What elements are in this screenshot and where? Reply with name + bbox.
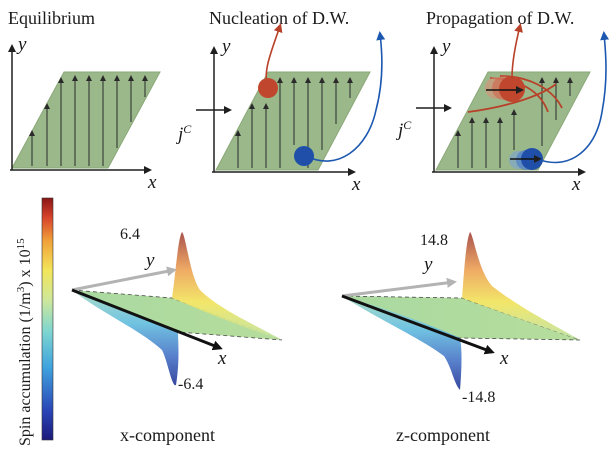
x-axis-label: x — [351, 174, 361, 195]
surface-peak-positive — [172, 232, 282, 340]
plot-x-component: y x 6.4 -6.4 x-component — [71, 226, 283, 445]
spin-arrows-up — [455, 77, 573, 168]
x-axis-label: x — [499, 348, 509, 369]
surface-plane — [341, 295, 581, 341]
panel-title: Propagation of D.W. — [426, 8, 574, 28]
x-axis-arrow — [71, 288, 223, 351]
panel-nucleation: Nucleation of D.W. jC y x — [175, 8, 386, 195]
sample-plane — [11, 71, 161, 169]
panel-title: Equilibrium — [8, 8, 95, 28]
colorbar: Spin accumulation (1/m3) x 1015 — [15, 197, 54, 446]
x-axis-label: x — [571, 174, 581, 195]
nucleus-blue — [294, 146, 314, 166]
component-label: x-component — [120, 425, 215, 445]
panel-propagation: Propagation of D.W. jC y — [395, 8, 610, 195]
surface-peak-negative — [72, 290, 179, 386]
max-value: 6.4 — [120, 226, 140, 243]
component-label: z-component — [396, 425, 490, 445]
sample-plane — [435, 71, 591, 171]
y-axis-label: y — [16, 34, 27, 55]
x-axis-label: x — [217, 348, 227, 369]
colorbar-gradient — [41, 197, 54, 441]
min-value: -14.8 — [462, 389, 495, 406]
y-axis-label: y — [220, 36, 231, 57]
y-axis-label: y — [440, 36, 451, 57]
panel-equilibrium: Equilibrium y x — [8, 8, 161, 193]
y-axis-label: y — [144, 250, 155, 271]
y-axis-label: y — [422, 254, 433, 275]
nucleus-red — [499, 76, 525, 102]
current-label: jC — [175, 122, 192, 145]
colorbar-label: Spin accumulation (1/m3) x 1015 — [15, 238, 34, 446]
panel-title: Nucleation of D.W. — [209, 8, 349, 28]
surface-peak-positive — [462, 232, 580, 340]
y-axis-arrow — [71, 266, 177, 292]
surface-peak-negative — [342, 296, 462, 390]
max-value: 14.8 — [420, 232, 448, 249]
domain-path-red — [511, 23, 523, 79]
spin-arrows-up — [29, 75, 148, 166]
y-axis-arrow — [341, 277, 457, 298]
current-label: jC — [395, 118, 412, 141]
x-axis-arrow — [341, 294, 495, 355]
domain-path-blue — [539, 31, 610, 164]
domain-path-blue — [305, 31, 386, 162]
min-value: -6.4 — [178, 376, 203, 393]
nucleus-red — [258, 78, 278, 98]
x-axis-label: x — [147, 172, 157, 193]
plot-z-component: y x 14.8 -14.8 z-component — [341, 232, 581, 445]
